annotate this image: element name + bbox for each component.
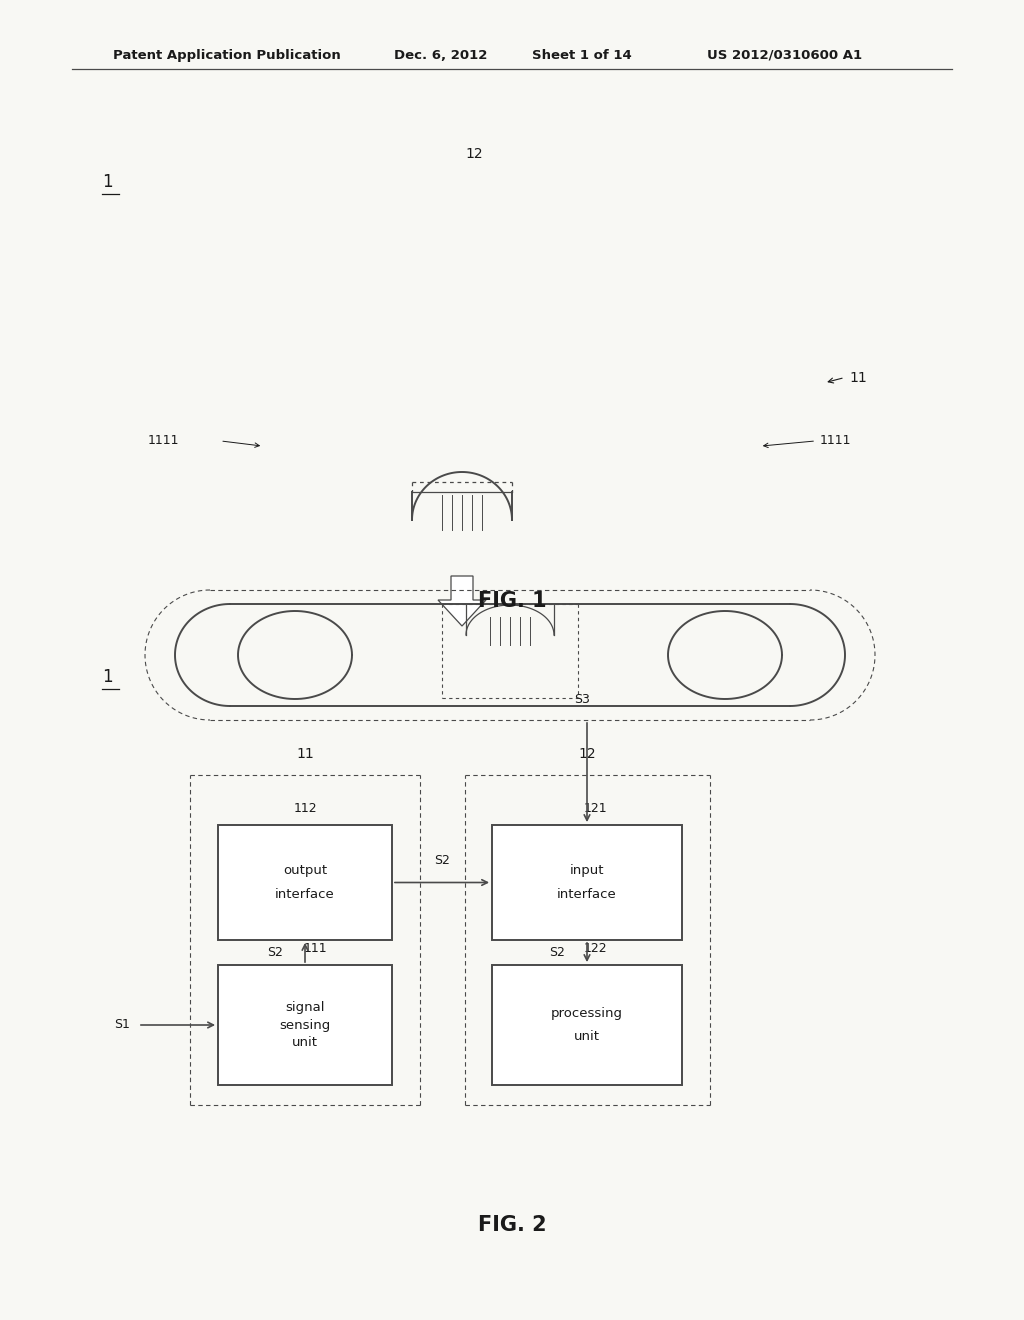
Text: 11: 11 (850, 371, 867, 384)
Text: Dec. 6, 2012: Dec. 6, 2012 (394, 49, 487, 62)
Text: unit: unit (292, 1036, 318, 1049)
Text: S2: S2 (549, 946, 565, 960)
Text: output: output (283, 865, 327, 876)
Text: 1: 1 (102, 668, 113, 686)
Text: S2: S2 (434, 854, 450, 866)
Text: Sheet 1 of 14: Sheet 1 of 14 (532, 49, 632, 62)
Text: signal: signal (286, 1001, 325, 1014)
Text: 12: 12 (579, 747, 596, 762)
Text: S2: S2 (267, 946, 283, 960)
Text: Patent Application Publication: Patent Application Publication (113, 49, 340, 62)
Text: 112: 112 (293, 803, 316, 814)
Text: interface: interface (557, 888, 616, 902)
Text: unit: unit (574, 1031, 600, 1044)
Text: US 2012/0310600 A1: US 2012/0310600 A1 (707, 49, 861, 62)
Polygon shape (218, 825, 392, 940)
Text: FIG. 2: FIG. 2 (477, 1214, 547, 1236)
Text: sensing: sensing (280, 1019, 331, 1031)
Text: interface: interface (275, 888, 335, 902)
Polygon shape (218, 965, 392, 1085)
Text: S1: S1 (114, 1019, 130, 1031)
Text: 1111: 1111 (819, 434, 851, 447)
Polygon shape (492, 825, 682, 940)
Text: processing: processing (551, 1006, 623, 1019)
Text: FIG. 1: FIG. 1 (477, 590, 547, 611)
Text: input: input (569, 865, 604, 876)
Text: 1: 1 (102, 173, 113, 191)
Text: 122: 122 (584, 942, 607, 954)
Polygon shape (438, 576, 486, 626)
Text: 121: 121 (584, 803, 607, 814)
Text: 11: 11 (296, 747, 314, 762)
Text: 12: 12 (466, 147, 483, 161)
Polygon shape (492, 965, 682, 1085)
Text: 1111: 1111 (147, 434, 179, 447)
Text: S3: S3 (574, 693, 590, 706)
Text: 111: 111 (303, 942, 327, 954)
